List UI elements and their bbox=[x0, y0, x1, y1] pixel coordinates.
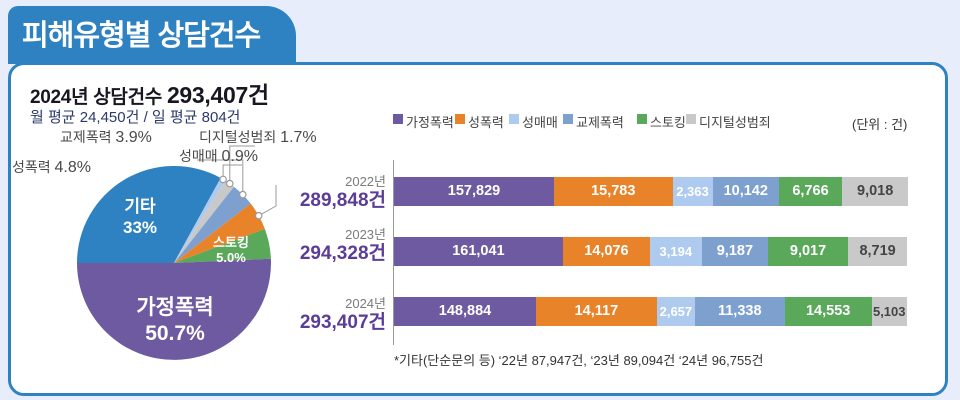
svg-text:5.0%: 5.0% bbox=[216, 250, 246, 265]
svg-text:50.7%: 50.7% bbox=[145, 322, 205, 345]
svg-text:디지털성범죄 1.7%: 디지털성범죄 1.7% bbox=[199, 129, 317, 146]
svg-text:가정폭력: 가정폭력 bbox=[136, 296, 213, 319]
svg-text:성매매 0.9%: 성매매 0.9% bbox=[179, 148, 258, 165]
svg-text:기타: 기타 bbox=[124, 197, 156, 216]
svg-text:33%: 33% bbox=[123, 218, 157, 237]
svg-text:교제폭력 3.9%: 교제폭력 3.9% bbox=[60, 129, 152, 146]
svg-text:성폭력 4.8%: 성폭력 4.8% bbox=[12, 159, 91, 176]
svg-text:스토킹: 스토킹 bbox=[213, 235, 249, 250]
